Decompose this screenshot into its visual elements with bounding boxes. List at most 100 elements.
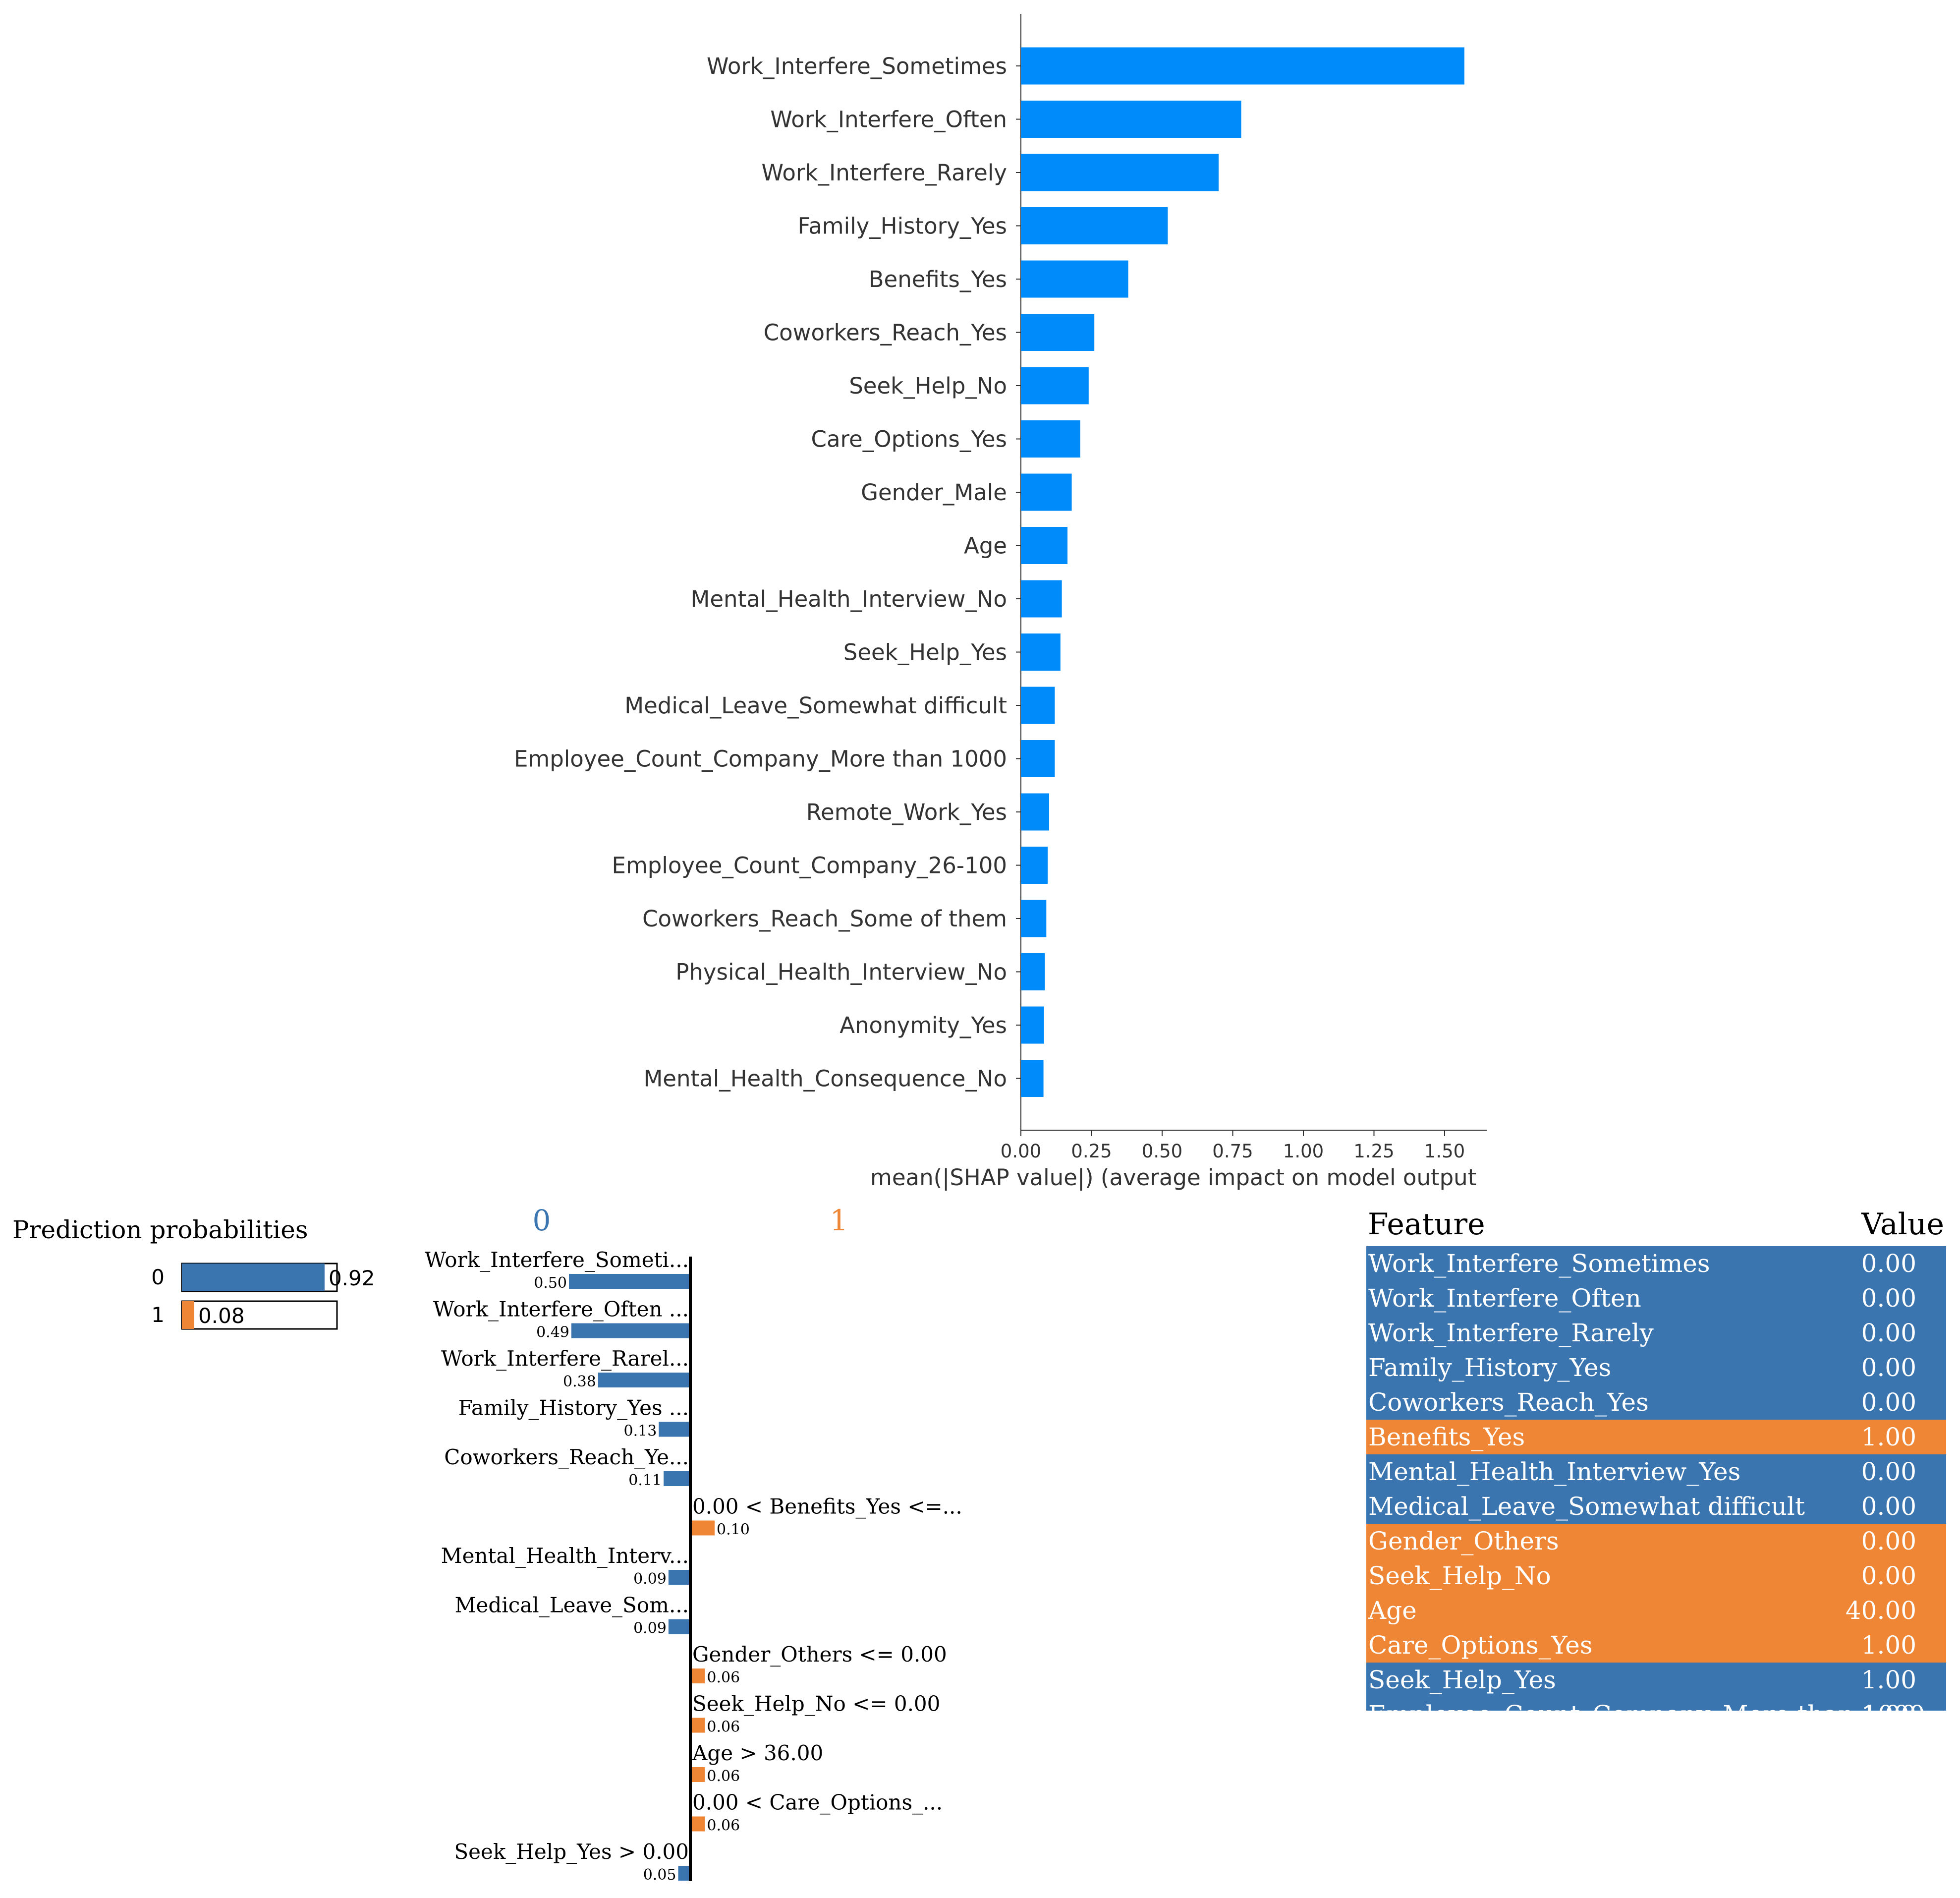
table-row-background [1366, 1281, 1946, 1316]
shap-feature-label: Care_Options_Yes [811, 426, 1007, 453]
shap-bar [1021, 740, 1055, 777]
shap-feature-label: Medical_Leave_Somewhat difficult [624, 692, 1007, 719]
table-row-background [1366, 1628, 1946, 1663]
table-row-background [1366, 1663, 1946, 1697]
lime-value-label: 0.49 [536, 1324, 569, 1341]
table-cell-value: 1.00 [1861, 1423, 1916, 1451]
table-cell-feature: Medical_Leave_Somewhat difficult [1368, 1492, 1805, 1521]
probability-class-label: 0 [151, 1265, 165, 1289]
table-row-background [1366, 1420, 1946, 1454]
table-row-background [1366, 1593, 1946, 1628]
lime-value-label: 0.11 [628, 1472, 662, 1489]
table-row-background [1366, 1385, 1946, 1420]
lime-feature-label: Mental_Health_Interv... [441, 1544, 689, 1568]
x-tick-label: 1.50 [1424, 1141, 1465, 1162]
table-cell-value: 1.00 [1861, 1700, 1916, 1729]
lime-feature-label: 0.00 < Benefits_Yes <=... [692, 1495, 962, 1519]
shap-bar [1021, 580, 1062, 618]
shap-bar [1021, 1006, 1044, 1044]
lime-value-label: 0.38 [563, 1373, 596, 1390]
table-row: Family_History_Yes 0.00 [1366, 1350, 1946, 1385]
lime-value-label: 0.09 [633, 1620, 667, 1637]
lime-bar [690, 1816, 705, 1832]
shap-bar [1021, 367, 1089, 404]
shap-feature-label: Benefits_Yes [869, 266, 1007, 292]
shap-bar [1021, 207, 1168, 244]
table-row-background [1366, 1558, 1946, 1593]
table-row: Benefits_Yes 1.00 [1366, 1420, 1946, 1454]
lime-bar [668, 1619, 690, 1634]
x-tick-label: 0.00 [1001, 1141, 1041, 1162]
lime-value-label: 0.13 [624, 1423, 657, 1440]
table-cell-feature: Benefits_Yes [1368, 1423, 1525, 1451]
lime-feature-label: Coworkers_Reach_Ye... [444, 1445, 689, 1469]
class-0-header: 0 [533, 1204, 551, 1237]
lime-bar [690, 1520, 715, 1536]
shap-bar [1021, 793, 1049, 831]
shap-bar [1021, 900, 1047, 937]
shap-feature-label: Mental_Health_Consequence_No [643, 1066, 1007, 1092]
lime-feature-label: Medical_Leave_Som... [455, 1593, 689, 1617]
x-tick-label: 0.25 [1071, 1141, 1112, 1162]
table-body: Work_Interfere_Sometimes 0.00 Work_Interfe… [1366, 1246, 1946, 1729]
shap-feature-label: Coworkers_Reach_Yes [764, 320, 1007, 346]
lime-bar [690, 1668, 705, 1683]
table-cell-feature: Work_Interfere_Often [1368, 1284, 1641, 1313]
lime-bar [598, 1373, 690, 1387]
shap-feature-label: Remote_Work_Yes [806, 799, 1007, 825]
x-tick-label: 1.25 [1353, 1141, 1394, 1162]
shap-feature-label: Work_Interfere_Rarely [762, 160, 1007, 186]
probability-value-label: 0.08 [198, 1304, 245, 1328]
table-header-value: Value [1861, 1207, 1944, 1242]
lime-bar [569, 1274, 690, 1289]
shap-feature-label: Mental_Health_Interview_No [691, 586, 1007, 612]
table-row: Work_Interfere_Sometimes 0.00 [1366, 1246, 1946, 1281]
x-tick-label: 1.00 [1283, 1141, 1324, 1162]
shap-feature-label: Coworkers_Reach_Some of them [642, 906, 1007, 932]
lime-feature-label: Seek_Help_Yes > 0.00 [454, 1840, 689, 1864]
table-cell-value: 40.00 [1846, 1596, 1916, 1625]
lime-bar [571, 1323, 690, 1338]
shap-bar [1021, 527, 1068, 564]
lime-feature-label: Seek_Help_No <= 0.00 [692, 1692, 940, 1716]
lime-feature-label: Work_Interfere_Often ... [433, 1297, 689, 1322]
lime-bar [690, 1718, 705, 1733]
table-row: Gender_Others 0.00 [1366, 1524, 1946, 1558]
table-cell-value: 0.00 [1861, 1492, 1916, 1521]
x-axis-label: mean(|SHAP value|) (average impact on mo… [870, 1164, 1476, 1191]
table-cell-value: 0.00 [1861, 1561, 1916, 1590]
table-row: Coworkers_Reach_Yes 0.00 [1366, 1385, 1946, 1420]
shap-feature-label: Physical_Health_Interview_No [675, 959, 1007, 985]
lime-feature-label: Work_Interfere_Rarel... [441, 1346, 689, 1371]
table-row: Work_Interfere_Rarely 0.00 [1366, 1316, 1946, 1350]
shap-feature-label: Employee_Count_Company_26-100 [612, 853, 1007, 879]
x-tick-label: 0.75 [1212, 1141, 1253, 1162]
shap-feature-label: Employee_Count_Company_More than 1000 [514, 746, 1007, 772]
lime-value-label: 0.09 [633, 1570, 667, 1588]
table-cell-value: 0.00 [1861, 1284, 1916, 1313]
lime-value-label: 0.10 [717, 1521, 750, 1539]
table-cell-value: 0.00 [1861, 1527, 1916, 1555]
table-row: Employee_Count_Company_More than 10001.0… [1366, 1697, 1946, 1729]
table-cell-feature: Employee_Count_Company_More than 1000 [1368, 1700, 1925, 1729]
table-cell-value: 1.00 [1861, 1631, 1916, 1660]
shap-feature-label: Work_Interfere_Sometimes [707, 53, 1007, 79]
table-row: Medical_Leave_Somewhat difficult 0.00 [1366, 1489, 1946, 1524]
table-row: Care_Options_Yes 1.00 [1366, 1628, 1946, 1663]
lime-bar [690, 1767, 705, 1782]
shap-bar [1021, 687, 1055, 724]
table-cell-value: 0.00 [1861, 1249, 1916, 1278]
table-row-background [1366, 1350, 1946, 1385]
prediction-probabilities-title: Prediction probabilities [12, 1215, 308, 1244]
lime-value-label: 0.06 [707, 1768, 740, 1785]
feature-value-table: Feature Value Work_Interfere_Sometimes 0.00… [1366, 1207, 1946, 1729]
table-cell-value: 0.00 [1861, 1388, 1916, 1417]
lime-value-label: 0.06 [707, 1719, 740, 1736]
shap-feature-label: Gender_Male [861, 479, 1007, 506]
shap-bar [1021, 847, 1048, 884]
shap-bar [1021, 47, 1464, 85]
class-1-header: 1 [830, 1204, 848, 1237]
table-cell-feature: Work_Interfere_Rarely [1368, 1319, 1654, 1347]
lime-bar [659, 1422, 690, 1437]
table-cell-value: 1.00 [1861, 1666, 1916, 1694]
